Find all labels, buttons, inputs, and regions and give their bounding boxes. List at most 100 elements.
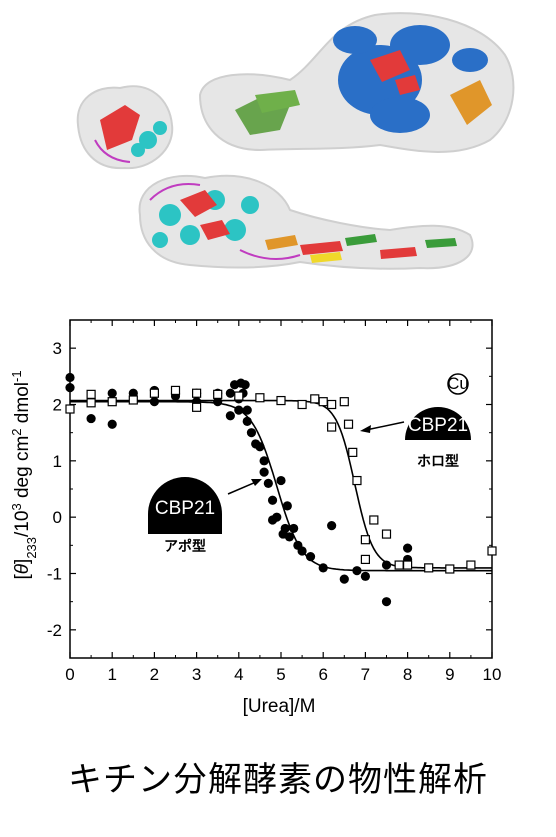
data-point-holo	[445, 564, 455, 574]
data-point-apo	[234, 405, 244, 415]
data-point-apo	[259, 467, 269, 477]
structure-bottom	[138, 174, 474, 270]
data-point-apo	[284, 532, 295, 542]
data-point-apo	[276, 475, 286, 486]
x-tick-label: 9	[445, 665, 454, 684]
data-point-apo	[327, 521, 337, 531]
data-point-apo	[259, 456, 269, 466]
x-tick-label: 6	[318, 665, 327, 684]
data-point-apo	[339, 574, 349, 584]
data-point-holo	[65, 404, 75, 414]
holo-badge-shape	[405, 407, 471, 440]
data-point-apo	[381, 560, 392, 570]
data-point-holo	[255, 393, 265, 403]
x-tick-label: 4	[234, 665, 243, 684]
data-point-holo	[424, 563, 434, 573]
x-tick-label: 8	[403, 665, 412, 684]
data-point-holo	[310, 394, 320, 404]
x-tick-label: 10	[483, 665, 502, 684]
x-axis-label: [Urea]/M	[243, 696, 316, 717]
data-point-apo	[225, 411, 235, 421]
y-tick-label: -1	[47, 565, 62, 584]
protein-structures-illustration	[76, 12, 515, 270]
data-point-apo	[86, 413, 96, 424]
data-point-holo	[297, 399, 307, 410]
y-tick-label: -2	[47, 621, 62, 640]
x-tick-label: 2	[150, 665, 159, 684]
data-point-holo	[128, 395, 138, 405]
data-point-holo	[327, 399, 337, 410]
data-point-apo	[297, 546, 307, 556]
holo-badge-label: CBP21	[408, 415, 468, 436]
data-point-apo	[246, 428, 257, 438]
data-point-holo	[318, 397, 328, 407]
data-point-apo	[107, 388, 117, 398]
x-tick-label: 7	[361, 665, 370, 684]
plot-area: 0 1 2 3 4 5 6 7 8 9 10 -2 -1 0 1 2 3	[47, 319, 502, 684]
data-point-holo	[487, 546, 497, 556]
data-point-holo	[360, 535, 370, 545]
cu-ion-icon	[447, 373, 469, 395]
apo-arrow-head	[251, 479, 262, 486]
data-point-holo	[276, 395, 286, 406]
y-tick-label: 0	[53, 508, 62, 527]
fit-curve-1	[70, 400, 492, 572]
cu-ion-label: Cu	[447, 374, 469, 393]
data-point-holo	[352, 475, 362, 486]
cd-spectrum-chart: 0 1 2 3 4 5 6 7 8 9 10 -2 -1 0 1 2 3 [Urea]/M [θ]233/103…	[9, 319, 502, 717]
apo-badge-label: CBP21	[155, 498, 215, 519]
data-point-holo	[381, 529, 392, 539]
data-point-holo	[403, 560, 413, 570]
data-point-holo	[466, 560, 476, 570]
x-tick-label: 1	[107, 665, 116, 684]
data-point-holo	[86, 398, 96, 408]
holo-annotation: Cu CBP21 ホロ型	[360, 373, 471, 470]
data-point-apo	[403, 543, 413, 553]
data-point-apo	[360, 571, 370, 581]
holo-form-label: ホロ型	[417, 453, 459, 470]
data-point-apo	[255, 442, 265, 452]
data-point-holo	[149, 388, 159, 398]
data-point-apo	[282, 501, 292, 511]
data-point-holo	[192, 388, 202, 398]
y-tick-label: 2	[53, 396, 62, 415]
x-tick-label: 5	[276, 665, 285, 684]
data-point-apo	[213, 397, 223, 407]
data-point-holo	[348, 447, 358, 457]
data-point-apo	[149, 397, 159, 407]
page-title: キチン分解酵素の物性解析	[68, 760, 488, 800]
y-tick-label: 3	[53, 339, 62, 358]
data-point-apo	[242, 416, 252, 426]
holo-arrow-head	[360, 425, 371, 433]
apo-arrow	[227, 481, 257, 495]
data-point-holo	[360, 554, 370, 565]
data-point-apo	[225, 388, 235, 398]
data-point-holo	[369, 515, 379, 525]
data-point-apo	[381, 597, 392, 607]
data-point-holo	[170, 385, 181, 396]
apo-form-label: アポ型	[164, 538, 206, 555]
data-point-apo	[267, 495, 278, 505]
data-point-holo	[394, 560, 404, 570]
data-point-apo	[267, 515, 278, 525]
data-point-holo	[213, 389, 223, 399]
structure-top-right	[198, 12, 515, 153]
data-point-apo	[352, 566, 362, 576]
data-point-apo	[65, 383, 75, 393]
data-point-holo	[86, 389, 96, 399]
data-point-apo	[242, 405, 252, 415]
data-point-apo	[263, 478, 273, 488]
apo-badge-shape	[148, 477, 222, 534]
y-tick-label: 1	[53, 452, 62, 471]
data-point-holo	[107, 397, 117, 407]
data-point-holo	[327, 422, 337, 432]
data-point-apo	[289, 523, 299, 534]
structure-top-left	[76, 85, 174, 170]
data-point-apo	[305, 552, 316, 562]
y-axis-label: [θ]233/103 deg cm2 dmol-1	[9, 370, 39, 579]
data-point-apo	[280, 523, 290, 534]
holo-arrow	[365, 421, 405, 431]
data-point-holo	[234, 391, 244, 401]
plot-frame	[69, 319, 493, 659]
data-point-holo	[343, 419, 354, 429]
